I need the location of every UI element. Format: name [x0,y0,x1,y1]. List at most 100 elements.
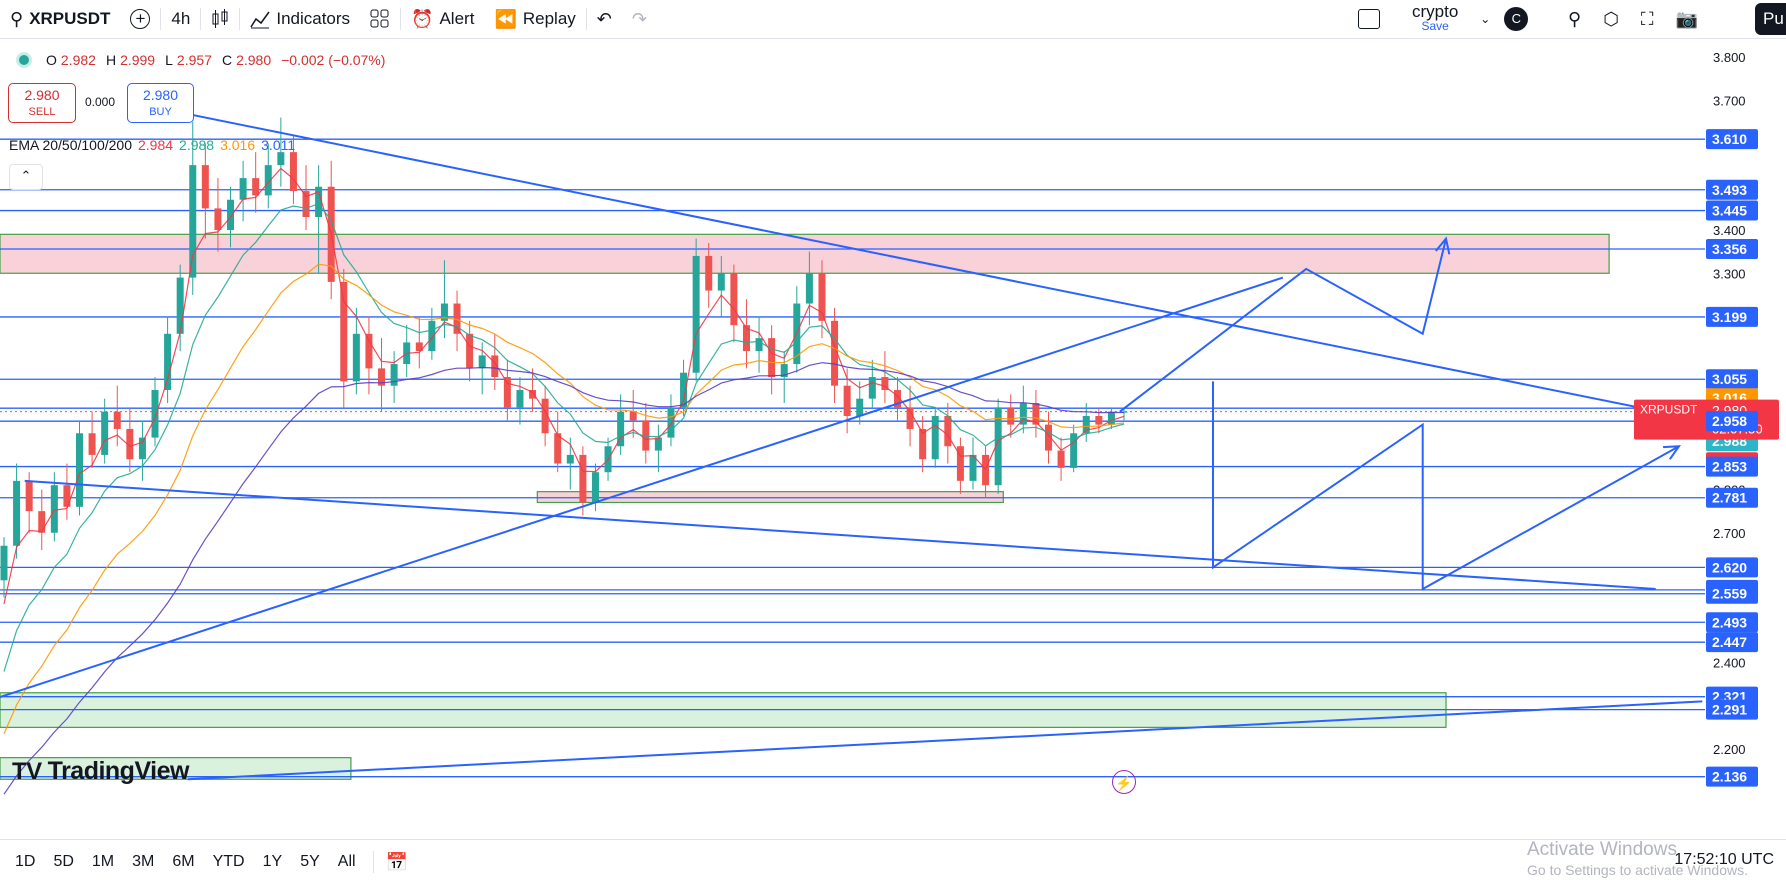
ema-legend[interactable]: EMA 20/50/100/200 2.984 2.988 3.016 3.01… [9,137,295,153]
price-badge-bg [1706,411,1758,432]
candle-body [390,364,398,386]
projection-path [1212,381,1680,591]
undo-icon: ↶ [596,8,612,29]
indicators-label: Indicators [276,9,351,28]
candle-body [893,390,901,408]
high-value: 2.999 [120,52,156,68]
open-label: O [46,52,57,68]
price-badge-bg [1706,306,1758,327]
alert-label: Alert [439,9,475,28]
candle-body [466,333,474,369]
sell-button[interactable]: 2.980 SELL [8,83,76,123]
redo-button[interactable]: ↷ [622,0,657,38]
publish-button[interactable]: Pu [1755,3,1786,35]
candle-body [0,545,8,581]
camera-icon[interactable]: 📷 [1675,8,1698,29]
market-status-icon [16,52,32,68]
ema200-value: 3.011 [261,137,296,153]
divider [400,8,402,30]
settings-icon[interactable]: ⬡ [1603,8,1619,29]
candle-body [1107,411,1115,425]
range-button-5d[interactable]: 5D [53,853,74,870]
candle-body [491,355,499,378]
chevron-down-icon[interactable]: ⌄ [1480,12,1491,26]
symbol-search[interactable]: ⚲ XRPUSDT [0,0,120,38]
last-price-symbol: XRPUSDT [1640,403,1698,417]
candle-body [453,303,461,334]
candle-body [63,485,71,507]
arrow-head [1662,445,1682,460]
interval-button[interactable]: 4h [161,0,200,38]
candle-body [591,472,599,503]
ohlc-legend: O 2.982 H 2.999 L 2.957 C 2.980 −0.002 (−0.0… [16,52,385,68]
chart-type-button[interactable] [201,0,239,38]
utc-clock[interactable]: 17:52:10 UTC [1674,851,1774,868]
plus-circle-icon: + [130,9,151,29]
undo-button[interactable]: ↶ [587,0,622,38]
range-button-3m[interactable]: 3M [132,853,155,870]
price-badge-label: 2.853 [1712,459,1747,475]
compare-button[interactable]: + [120,0,160,38]
alert-button[interactable]: ⏰ Alert [401,0,484,38]
buy-price: 2.980 [142,87,179,103]
range-button-6m[interactable]: 6M [172,853,195,870]
range-button-ytd[interactable]: YTD [212,853,245,870]
trendline [0,276,1284,699]
candle-body [956,446,964,481]
candle-body [931,415,939,460]
avatar[interactable]: C [1504,7,1529,31]
logo-text: TradingView [47,757,190,785]
candle-body [478,355,486,369]
buy-button[interactable]: 2.980 BUY [127,83,194,123]
tradingview-logo[interactable]: TV TradingView [12,757,189,786]
price-badge-label: 2.493 [1712,614,1747,630]
candle-body [189,165,197,278]
ema20-line [3,167,1125,605]
low-value: 2.957 [176,52,212,68]
candle-body [1032,403,1040,425]
price-chart[interactable]: 3.8003.7003.4003.3002.8002.7002.4002.200… [0,39,1786,797]
layout-name-button[interactable]: crypto Save [1412,3,1458,34]
price-badge-bg [1706,239,1758,260]
close-label: C [221,52,233,68]
range-button-all[interactable]: All [337,853,356,870]
arrow-head [1435,236,1451,255]
ema20-value: 2.984 [138,137,174,153]
quick-search-icon[interactable]: ⚲ [1568,8,1582,29]
save-label: Save [1421,19,1449,33]
ema-legend-label: EMA 20/50/100/200 [9,137,132,153]
range-selector: 1D 5D 1M 3M 6M YTD 1Y 5Y All [6,853,365,871]
chevron-up-icon: ⌃ [20,168,32,183]
search-icon: ⚲ [10,8,24,29]
candle-body [1082,415,1090,434]
sell-label: SELL [28,106,56,118]
price-badge-bg [1706,200,1758,221]
candle-body [730,273,738,326]
low-label: L [165,52,173,68]
candle-body [503,377,511,408]
fullscreen-icon[interactable]: ⛶ [1640,8,1654,29]
candle-body [239,178,247,200]
range-button-1m[interactable]: 1M [91,853,115,870]
collapse-legend-button[interactable]: ⌃ [9,164,43,190]
candle-body [1007,407,1015,425]
range-button-1d[interactable]: 1D [15,853,36,870]
price-badge-label: 2.620 [1712,559,1747,575]
templates-button[interactable] [360,0,400,38]
lightning-icon[interactable]: ⚡ [1112,770,1136,794]
price-badge-bg [1706,557,1758,578]
candle-body [831,320,839,386]
candle-body [868,377,876,399]
layout-square-icon[interactable] [1358,9,1380,29]
candle-body [969,454,977,481]
range-button-1y[interactable]: 1Y [262,853,283,870]
watermark-subtitle: Go to Settings to activate Windows. [1527,862,1748,878]
candle-body [667,407,675,438]
candle-body [25,480,33,512]
date-range-icon[interactable]: 📅 [385,851,408,872]
range-button-5y[interactable]: 5Y [300,853,320,870]
price-badge-label: 2.291 [1712,702,1747,718]
indicators-button[interactable]: Indicators [240,0,360,38]
replay-button[interactable]: ⏪ Replay [484,0,585,38]
zone-green [0,757,352,780]
